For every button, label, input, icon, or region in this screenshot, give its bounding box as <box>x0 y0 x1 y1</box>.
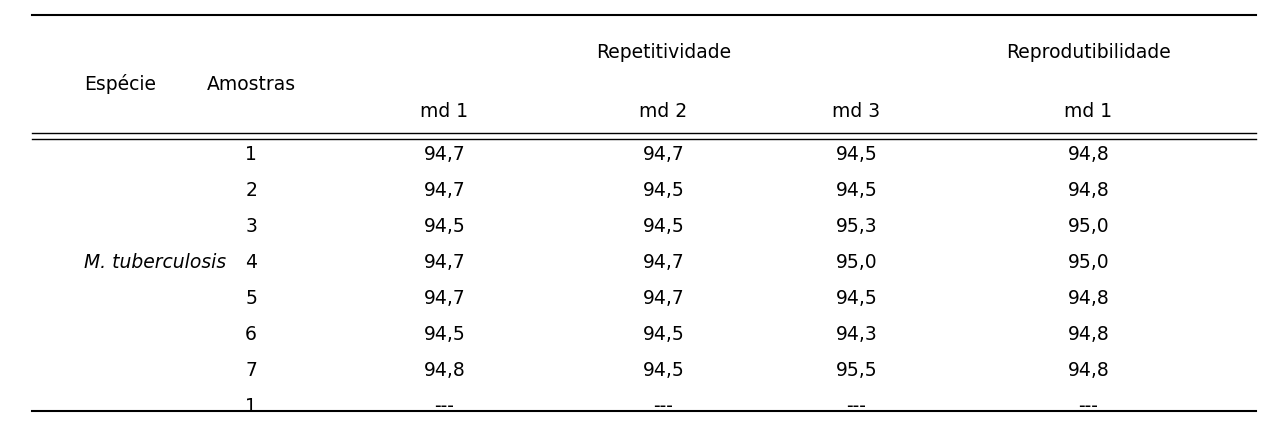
Text: 94,7: 94,7 <box>643 144 684 164</box>
Text: 94,7: 94,7 <box>424 253 465 272</box>
Text: 94,7: 94,7 <box>424 181 465 200</box>
Text: 94,8: 94,8 <box>1068 361 1109 380</box>
Text: ---: --- <box>653 397 674 416</box>
Text: 94,5: 94,5 <box>643 216 684 236</box>
Text: 94,8: 94,8 <box>1068 181 1109 200</box>
Text: 95,5: 95,5 <box>836 361 877 380</box>
Text: 94,5: 94,5 <box>836 144 877 164</box>
Text: md 2: md 2 <box>639 102 688 122</box>
Text: ---: --- <box>846 397 867 416</box>
Text: Amostras: Amostras <box>206 75 296 94</box>
Text: M. tuberculosis: M. tuberculosis <box>84 253 225 272</box>
Text: 5: 5 <box>245 289 258 308</box>
Text: Espécie: Espécie <box>84 74 156 95</box>
Text: 94,3: 94,3 <box>836 325 877 344</box>
Text: ---: --- <box>1078 397 1099 416</box>
Text: 94,8: 94,8 <box>424 361 465 380</box>
Text: 4: 4 <box>245 253 258 272</box>
Text: 94,8: 94,8 <box>1068 144 1109 164</box>
Text: 2: 2 <box>245 181 258 200</box>
Text: 94,7: 94,7 <box>643 289 684 308</box>
Text: 94,5: 94,5 <box>424 216 465 236</box>
Text: 1: 1 <box>245 144 258 164</box>
Text: 1: 1 <box>245 397 258 416</box>
Text: 94,5: 94,5 <box>836 181 877 200</box>
Text: 3: 3 <box>245 216 258 236</box>
Text: 95,3: 95,3 <box>836 216 877 236</box>
Text: 94,7: 94,7 <box>424 289 465 308</box>
Text: ---: --- <box>434 397 455 416</box>
Text: 94,8: 94,8 <box>1068 289 1109 308</box>
Text: 94,7: 94,7 <box>424 144 465 164</box>
Text: 95,0: 95,0 <box>1068 216 1109 236</box>
Text: md 3: md 3 <box>832 102 881 122</box>
Text: 94,5: 94,5 <box>643 181 684 200</box>
Text: 94,5: 94,5 <box>836 289 877 308</box>
Text: 7: 7 <box>245 361 258 380</box>
Text: Reprodutibilidade: Reprodutibilidade <box>1006 43 1171 62</box>
Text: 95,0: 95,0 <box>836 253 877 272</box>
Text: md 1: md 1 <box>420 102 469 122</box>
Text: 6: 6 <box>245 325 258 344</box>
Text: 94,5: 94,5 <box>643 325 684 344</box>
Text: 95,0: 95,0 <box>1068 253 1109 272</box>
Text: md 1: md 1 <box>1064 102 1113 122</box>
Text: 94,8: 94,8 <box>1068 325 1109 344</box>
Text: 94,5: 94,5 <box>424 325 465 344</box>
Text: 94,5: 94,5 <box>643 361 684 380</box>
Text: 94,7: 94,7 <box>643 253 684 272</box>
Text: Repetitividade: Repetitividade <box>596 43 730 62</box>
